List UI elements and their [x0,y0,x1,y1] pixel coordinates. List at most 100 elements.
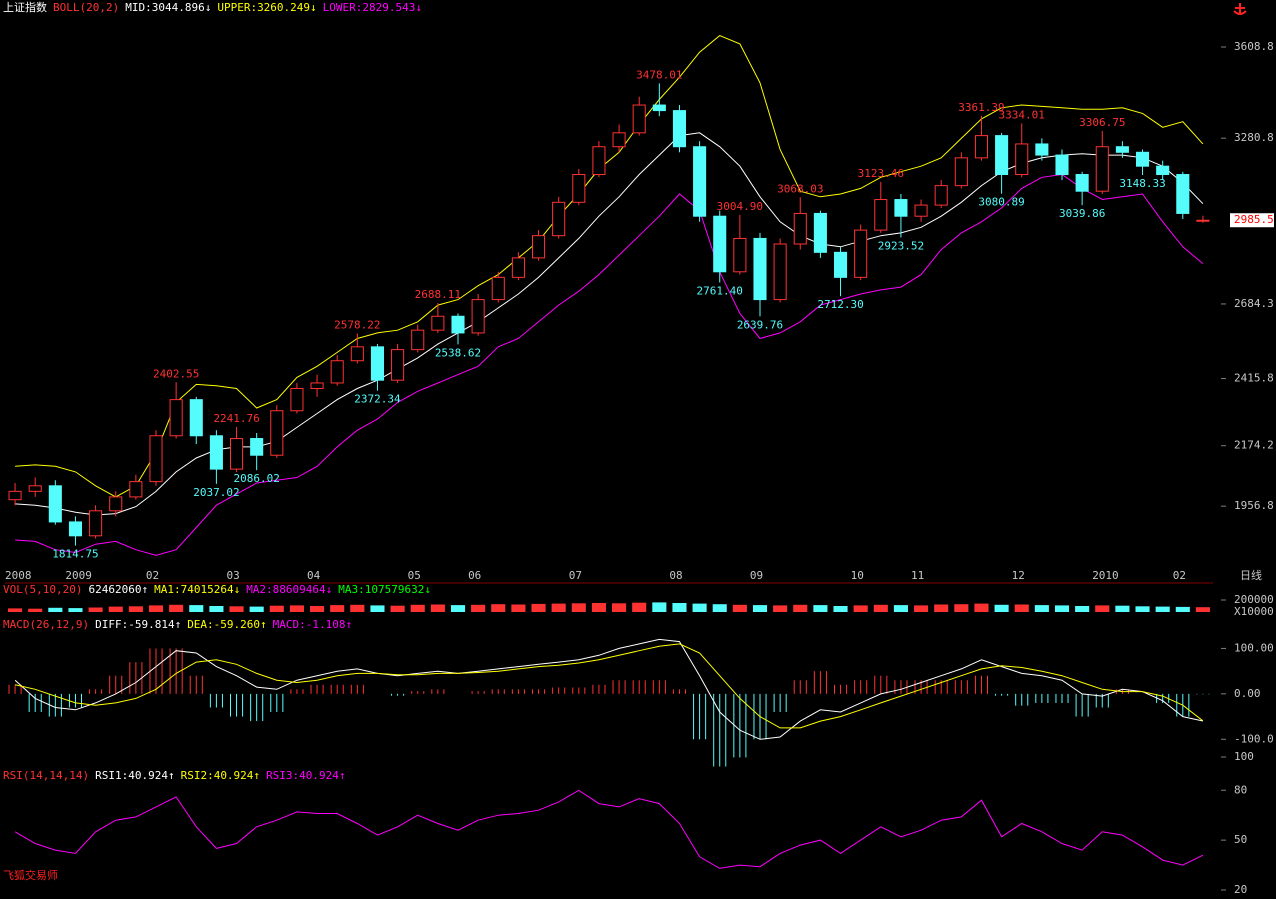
candle-body [974,135,989,159]
low-label: 2639.76 [737,318,783,331]
candle-body [1196,219,1210,222]
volume-bar [330,605,345,612]
y-tick-label: 50 [1234,833,1247,846]
volume-bar [612,603,627,612]
candle-body [894,199,908,217]
volume-bar [652,602,667,612]
last-price: 2985.5 [1234,213,1274,226]
volume-bar [88,607,103,612]
candle-body [1115,146,1129,153]
legend-entry: MA2:88609464↓ [246,583,332,596]
candle-body [1156,165,1170,176]
y-tick-label: 100.00 [1234,641,1274,654]
volume-bar [8,608,23,612]
last-price-box [1230,213,1274,228]
x-tick-label: 06 [468,569,481,582]
volume-bar [491,604,506,612]
volume-bar [752,605,768,612]
x-tick-label: 02 [1173,569,1186,582]
candle-body [612,132,626,148]
candle-body [350,346,364,362]
candle-body [330,360,344,384]
high-label: 3123.46 [858,167,904,180]
candle-body [169,399,183,437]
candle-body [1075,174,1089,192]
volume-bar [48,607,63,612]
y-tick-label: 2174.2 [1234,439,1274,452]
candle-body [189,399,203,437]
y-tick-label: 20 [1234,883,1247,896]
volume-bar [169,604,184,612]
high-label: 3361.39 [958,101,1004,114]
y-tick-label: 200000 [1234,593,1274,606]
candle-body [89,510,103,537]
volume-bar [914,605,929,612]
app-icon[interactable] [1233,3,1247,15]
candle-body [1035,143,1049,156]
volume-bar [591,603,606,612]
low-label: 2923.52 [878,239,924,252]
x-tick-label: 05 [408,569,421,582]
candle-body [1055,154,1069,176]
legend-entry: UPPER:3260.249↓ [217,1,316,14]
high-label: 2688.11 [415,288,461,301]
legend-entry: 62462060↑ [88,583,148,596]
volume-bar [511,604,526,612]
candle-body [1015,143,1029,176]
indicator-header: RSI(14,14,14) RSI1:40.924↑ RSI2:40.924↑ RSI… [3,769,346,782]
x-tick-label: 11 [911,569,924,582]
x-tick-label: 03 [226,569,239,582]
candle-body [531,235,546,259]
candle-body [672,110,687,148]
candle-body [713,215,727,273]
indicator-header: VOL(5,10,20) 62462060↑ MA1:74015264↓ MA2:88… [3,583,431,596]
volume-bar [289,605,304,612]
volume-bar [873,604,888,612]
y-unit: X10000 [1234,605,1274,618]
x-tick-label: 09 [750,569,763,582]
candle-body [68,521,83,537]
candle-body [854,229,868,278]
volume-bar [893,605,908,612]
candle-body [1176,174,1190,214]
y-tick-label: 2684.3 [1234,297,1274,310]
low-label: 3080.89 [978,196,1024,209]
legend-entry: VOL(5,10,20) [3,583,82,596]
candle-body [471,299,485,334]
volume-bar [1175,606,1190,612]
y-tick-label: 2415.8 [1234,372,1274,385]
volume-bar [148,605,164,612]
low-label: 2086.02 [233,472,279,485]
volume-bar [712,604,727,612]
candle-body [914,204,928,217]
volume-bar [189,605,204,612]
high-label: 3478.01 [636,68,682,81]
x-tick-label: 10 [851,569,864,582]
y-tick-label: 0.00 [1234,687,1261,700]
legend-entry: RSI2:40.924↑ [181,769,260,782]
x-tick-label: 02 [146,569,159,582]
volume-bar [732,604,747,612]
indicator-line [14,789,1204,869]
volume-bar [692,603,707,612]
indicator-line [15,173,1204,556]
volume-bar [430,604,445,612]
y-tick-label: 3280.8 [1234,131,1274,144]
volume-bar [773,605,788,612]
volume-bar [1014,604,1029,612]
low-label: 2712.30 [817,298,863,311]
indicator-line [15,132,1204,516]
app-name: 飞狐交易师 [3,868,58,882]
legend-entry: RSI(14,14,14) [3,769,89,782]
candle-body [592,146,606,176]
volume-bar [672,603,687,612]
volume-bar [793,604,808,612]
candle-body [391,349,405,381]
volume-bar [229,606,244,612]
low-label: 3039.86 [1059,207,1105,220]
candle-body [431,315,445,331]
candle-body [733,237,747,273]
legend-entry: MACD(26,12,9) [3,618,89,631]
y-tick-label: -100.0 [1234,732,1274,745]
